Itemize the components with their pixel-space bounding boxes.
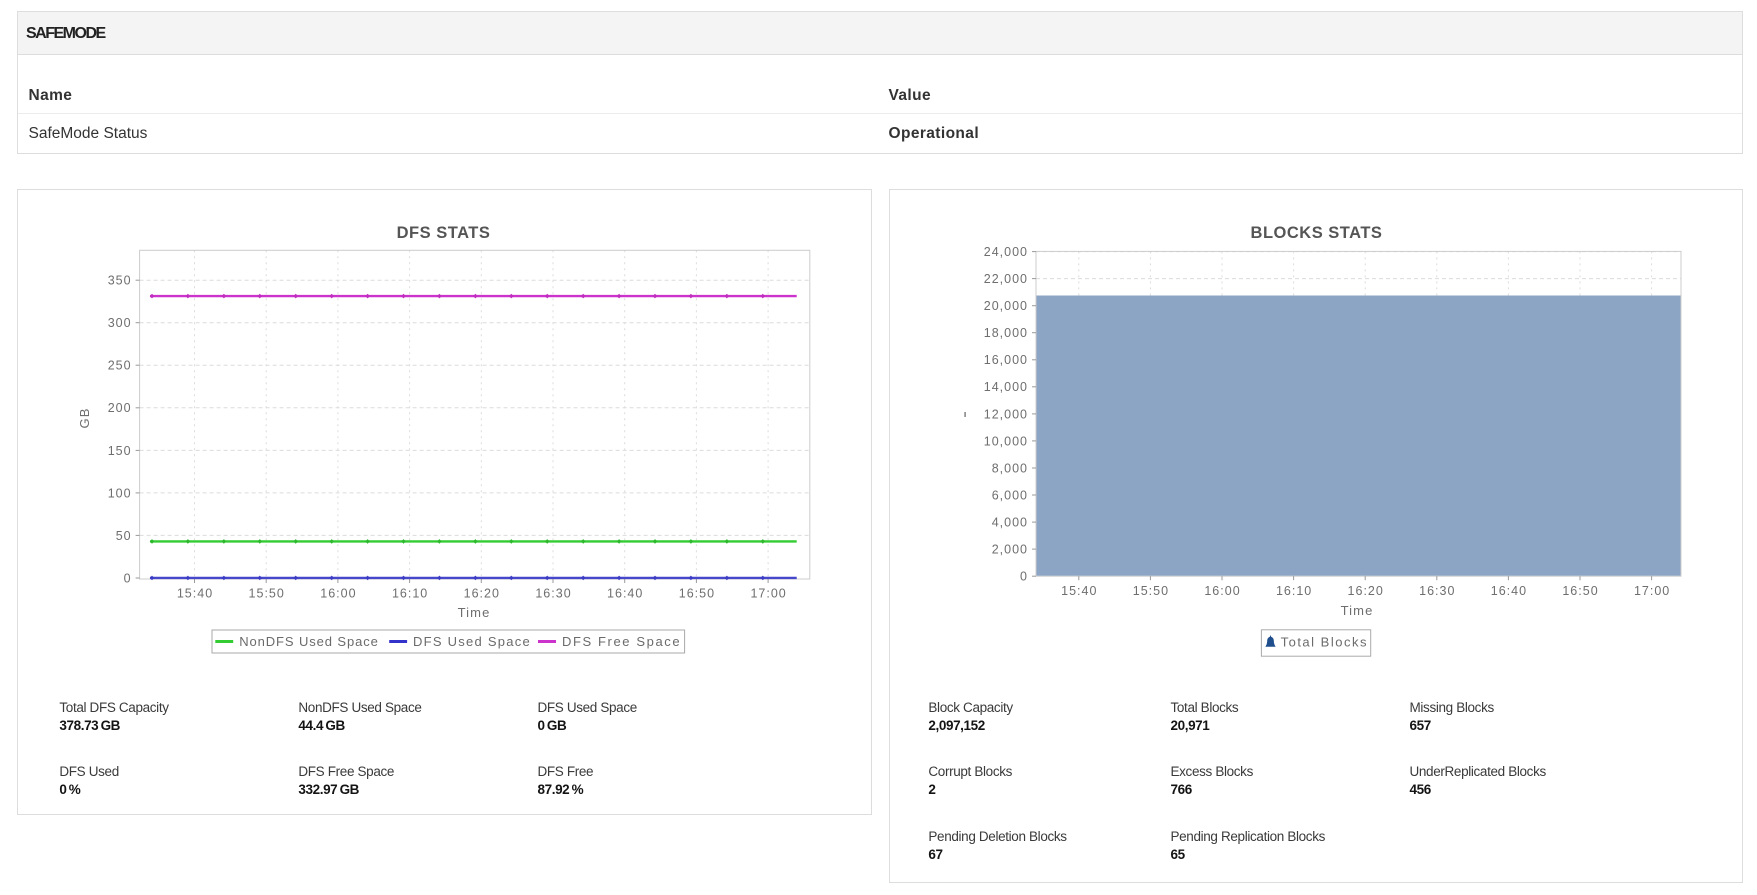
svg-text:100: 100 [108, 486, 132, 500]
svg-text:12,000: 12,000 [984, 407, 1028, 421]
svg-text:16:50: 16:50 [1562, 584, 1598, 598]
svg-text:17:00: 17:00 [1634, 584, 1670, 598]
svg-text:18,000: 18,000 [984, 326, 1028, 340]
svg-text:15:40: 15:40 [177, 586, 213, 600]
svg-text:Time: Time [1341, 603, 1374, 618]
svg-text:16,000: 16,000 [984, 353, 1028, 367]
svg-text:2,000: 2,000 [992, 543, 1028, 557]
svg-text:Total Blocks: Total Blocks [1281, 634, 1368, 649]
svg-text:16:20: 16:20 [464, 586, 500, 600]
svg-text:15:40: 15:40 [1061, 584, 1097, 598]
svg-text:0: 0 [1020, 570, 1028, 584]
svg-text:16:20: 16:20 [1348, 584, 1384, 598]
svg-text:6,000: 6,000 [992, 488, 1028, 502]
svg-text:16:50: 16:50 [679, 586, 715, 600]
svg-text:4,000: 4,000 [992, 516, 1028, 530]
svg-text:16:30: 16:30 [535, 586, 571, 600]
svg-text:0: 0 [124, 571, 132, 585]
svg-text:NonDFS Used Space: NonDFS Used Space [239, 634, 379, 649]
svg-text:16:10: 16:10 [392, 586, 428, 600]
svg-text:50: 50 [116, 529, 132, 543]
svg-text:DFS Free Space: DFS Free Space [562, 634, 681, 649]
svg-text:15:50: 15:50 [1133, 584, 1169, 598]
svg-text:20,000: 20,000 [984, 299, 1028, 313]
svg-text:16:30: 16:30 [1419, 584, 1455, 598]
svg-text:8,000: 8,000 [992, 461, 1028, 475]
svg-text:16:00: 16:00 [1204, 584, 1240, 598]
svg-text:15:50: 15:50 [249, 586, 285, 600]
svg-text:350: 350 [108, 274, 132, 288]
svg-text:16:40: 16:40 [1491, 584, 1527, 598]
svg-text:BLOCKS STATS: BLOCKS STATS [1251, 224, 1383, 242]
svg-text:24,000: 24,000 [984, 245, 1028, 259]
svg-text:14,000: 14,000 [984, 380, 1028, 394]
svg-text:10,000: 10,000 [984, 434, 1028, 448]
svg-text:17:00: 17:00 [750, 586, 786, 600]
svg-text:16:10: 16:10 [1276, 584, 1312, 598]
svg-text:16:00: 16:00 [320, 586, 356, 600]
svg-text:150: 150 [108, 444, 132, 458]
svg-text:GB: GB [77, 408, 92, 429]
svg-text:250: 250 [108, 359, 132, 373]
svg-text:16:40: 16:40 [607, 586, 643, 600]
svg-text:Time: Time [458, 605, 491, 620]
svg-text:200: 200 [108, 401, 132, 415]
svg-text:300: 300 [108, 316, 132, 330]
svg-text:22,000: 22,000 [984, 272, 1028, 286]
svg-text:DFS Used Space: DFS Used Space [413, 634, 531, 649]
svg-text:DFS STATS: DFS STATS [397, 224, 491, 242]
